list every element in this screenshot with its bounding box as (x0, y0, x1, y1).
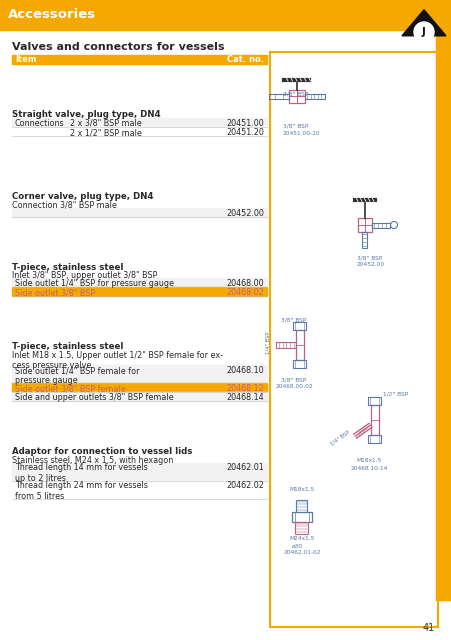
Bar (435, 0, 451, 600)
Bar (12, 365, 267, 383)
Text: 20462.01: 20462.01 (226, 463, 263, 472)
Bar (293, 322, 306, 330)
Bar (291, 512, 311, 522)
Text: M18x1.5: M18x1.5 (355, 458, 381, 463)
Text: 20451.20: 20451.20 (226, 128, 263, 137)
Text: 20451.00-20: 20451.00-20 (282, 131, 320, 136)
Text: 2 x 1/2" BSP male: 2 x 1/2" BSP male (70, 128, 142, 137)
Text: M24x1.5: M24x1.5 (289, 536, 314, 541)
Bar (12, 278, 267, 287)
Bar (296, 500, 307, 512)
Text: Item: Item (15, 55, 37, 64)
Text: Thread length 14 mm for vessels
up to 2 litres: Thread length 14 mm for vessels up to 2 … (15, 463, 147, 483)
Text: 20468.02: 20468.02 (226, 288, 263, 297)
Text: 3/8" BSP: 3/8" BSP (356, 255, 382, 260)
Text: 20451.00: 20451.00 (226, 119, 263, 128)
Text: J: J (421, 27, 425, 37)
Bar (12, 481, 267, 499)
Bar (371, 223, 389, 227)
Bar (268, 93, 288, 99)
Text: 20462.01-02: 20462.01-02 (283, 550, 320, 555)
Text: 20462.02: 20462.02 (226, 481, 263, 490)
Text: 3/8" BSP: 3/8" BSP (282, 124, 308, 129)
Text: Side and upper outlets 3/8" BSP female: Side and upper outlets 3/8" BSP female (15, 393, 173, 402)
Text: 20468.00-02: 20468.00-02 (275, 384, 312, 389)
Text: 3/8" BSP: 3/8" BSP (281, 377, 306, 382)
Text: 20468.12: 20468.12 (226, 384, 263, 393)
Text: 20468.00: 20468.00 (226, 279, 263, 288)
Bar (12, 118, 267, 127)
Text: M18x1.5: M18x1.5 (289, 487, 314, 492)
Text: Connections: Connections (15, 119, 64, 128)
Bar (12, 55, 267, 64)
Bar (288, 90, 304, 102)
Text: 1/2" BSP: 1/2" BSP (382, 392, 407, 397)
Text: 2 x 3/8" BSP male: 2 x 3/8" BSP male (70, 119, 142, 128)
Bar (12, 287, 267, 296)
Text: Inlet M18 x 1.5, Upper outlet 1/2" BSP female for ex-
cess pressure valve: Inlet M18 x 1.5, Upper outlet 1/2" BSP f… (12, 351, 222, 371)
Text: Stainless steel, M24 x 1.5, with hexagon: Stainless steel, M24 x 1.5, with hexagon (12, 456, 173, 465)
Bar (269, 52, 437, 627)
Bar (12, 392, 267, 401)
Bar (362, 232, 367, 248)
Text: 41: 41 (422, 623, 434, 633)
Text: Side outlet 3/8" BSP: Side outlet 3/8" BSP (15, 288, 95, 297)
Text: 20452.00: 20452.00 (226, 209, 263, 218)
Text: Side outlet 1/4" BSP for pressure gauge: Side outlet 1/4" BSP for pressure gauge (15, 279, 174, 288)
Bar (368, 435, 381, 443)
Text: Accessories: Accessories (8, 8, 96, 22)
Bar (295, 330, 304, 360)
Text: T-piece, stainless steel: T-piece, stainless steel (12, 262, 123, 271)
Circle shape (413, 22, 433, 42)
Text: Connection 3/8" BSP male: Connection 3/8" BSP male (12, 201, 117, 210)
Text: 3/8" BSP: 3/8" BSP (281, 317, 306, 322)
Polygon shape (401, 10, 445, 36)
Bar (12, 207, 267, 216)
Text: 1/4" BSP: 1/4" BSP (265, 332, 270, 355)
Bar (12, 127, 267, 136)
Bar (295, 522, 308, 534)
Text: Valves and connectors for vessels: Valves and connectors for vessels (12, 42, 224, 52)
Bar (0, 0, 451, 30)
Text: 20468.10-14: 20468.10-14 (350, 466, 387, 471)
Text: 3/8" BSP: 3/8" BSP (282, 92, 308, 97)
Text: 20468.14: 20468.14 (226, 393, 263, 402)
Text: Side outlet 3/8" BSP female: Side outlet 3/8" BSP female (15, 384, 125, 393)
Text: Cat. no.: Cat. no. (226, 55, 263, 64)
Text: Inlet 3/8" BSP, upper outlet 3/8" BSP: Inlet 3/8" BSP, upper outlet 3/8" BSP (12, 271, 157, 280)
Bar (357, 218, 371, 232)
Bar (276, 342, 295, 348)
Bar (12, 463, 267, 481)
Bar (304, 93, 324, 99)
Bar (293, 360, 306, 368)
Text: Adaptor for connection to vessel lids: Adaptor for connection to vessel lids (12, 447, 192, 456)
Text: T-piece, stainless steel: T-piece, stainless steel (12, 342, 123, 351)
Text: Corner valve, plug type, DN4: Corner valve, plug type, DN4 (12, 192, 153, 201)
Bar (370, 405, 378, 435)
Text: 20452.00: 20452.00 (356, 262, 384, 267)
Bar (12, 383, 267, 392)
Text: 1/4" BSP: 1/4" BSP (329, 429, 350, 447)
Text: Thread length 24 mm for vessels
from 5 litres: Thread length 24 mm for vessels from 5 l… (15, 481, 147, 501)
Text: Straight valve, plug type, DN4: Straight valve, plug type, DN4 (12, 110, 160, 119)
Text: ø30: ø30 (291, 544, 302, 549)
Bar (368, 397, 381, 405)
Text: Side outlet 1/4" BSP female for
pressure gauge: Side outlet 1/4" BSP female for pressure… (15, 366, 139, 385)
Text: 20468.10: 20468.10 (226, 366, 263, 375)
